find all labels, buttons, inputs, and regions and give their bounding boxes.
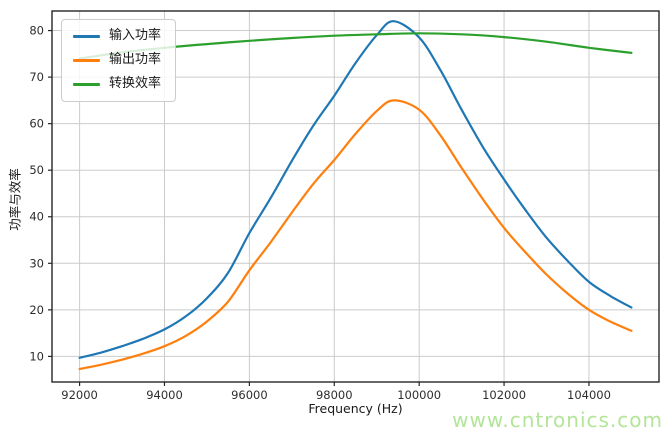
y-axis-label: 功率与效率 [7, 168, 23, 231]
y-tick-label: 30 [29, 256, 44, 270]
x-tick-label: 96000 [231, 388, 268, 402]
axes-frame [51, 10, 660, 383]
legend-line-swatch-blue [73, 34, 100, 38]
x-tick-label: 100000 [397, 388, 441, 402]
x-tick-label: 104000 [567, 388, 611, 402]
x-axis-label: Frequency (Hz) [308, 401, 403, 416]
y-tick-label: 80 [29, 24, 44, 38]
legend-item-efficiency: 转换效率 [73, 75, 162, 92]
legend-label: 输出功率 [109, 51, 162, 67]
y-tick-label: 60 [29, 117, 44, 131]
series-line-1 [78, 99, 633, 371]
x-tick-label: 94000 [146, 388, 183, 402]
y-tick-label: 70 [29, 70, 44, 84]
legend-line-swatch-orange [73, 58, 100, 62]
legend: 输入功率 输出功率 转换效率 [61, 19, 177, 102]
legend-label: 输入功率 [109, 28, 162, 43]
watermark: www.cntronics.com [452, 408, 663, 432]
series-line-0 [78, 20, 633, 359]
legend-item-output-power: 输出功率 [73, 51, 162, 68]
legend-item-input-power: 输入功率 [73, 28, 162, 44]
y-tick-label: 50 [29, 163, 44, 177]
x-tick-label: 92000 [61, 388, 98, 402]
legend-label: 转换效率 [109, 75, 162, 91]
x-tick-label: 98000 [316, 388, 353, 402]
legend-line-swatch-green [73, 82, 100, 86]
y-tick-label: 20 [29, 303, 44, 317]
y-tick-label: 10 [29, 349, 44, 363]
y-tick-label: 40 [29, 210, 44, 224]
x-tick-label: 102000 [482, 388, 526, 402]
